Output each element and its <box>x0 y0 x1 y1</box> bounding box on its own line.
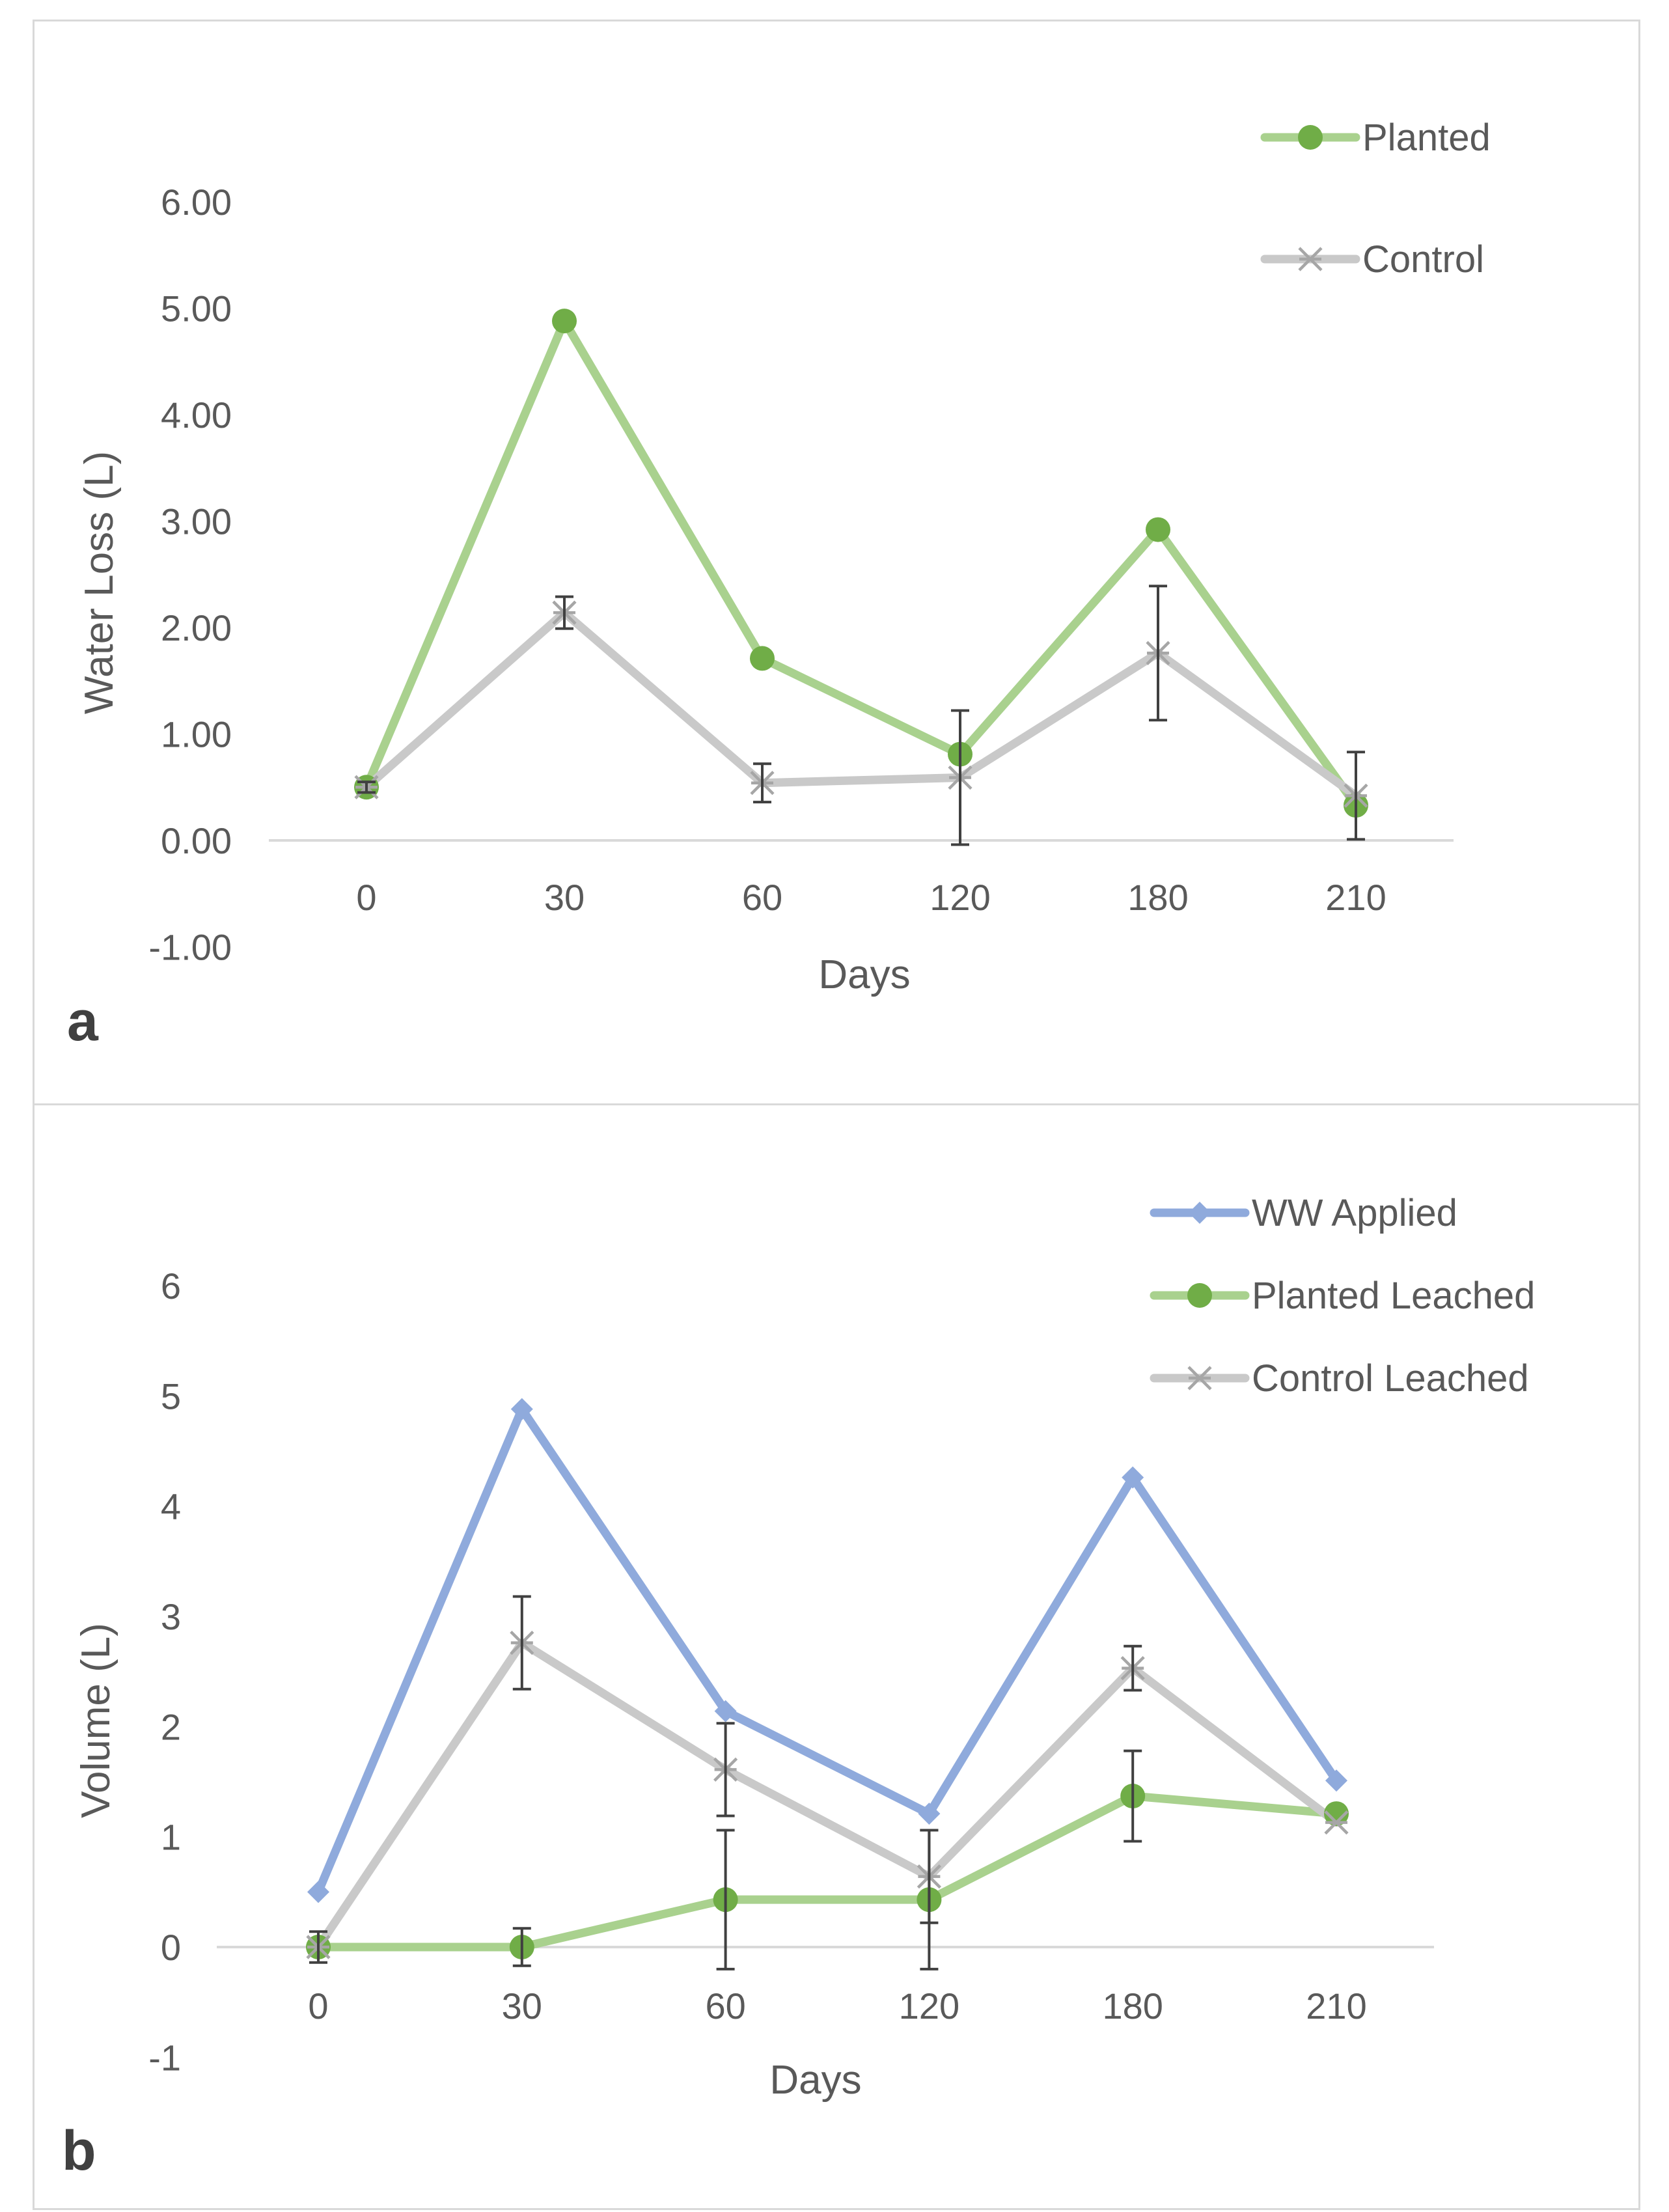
y-tick-label: -1 <box>148 2037 181 2078</box>
data-point-control-leached <box>1324 1810 1349 1835</box>
y-axis-title: Water Loss (L) <box>77 451 122 714</box>
x-tick-label: 180 <box>1127 877 1188 918</box>
series-line-control <box>362 608 1360 800</box>
error-bar-planted-leached <box>716 1829 735 1970</box>
x-tick-label: 210 <box>1306 1985 1366 2026</box>
error-bar-control <box>951 709 969 846</box>
x-tick-label: 180 <box>1102 1985 1163 2026</box>
error-bar-control <box>357 781 376 794</box>
data-point-ww-applied <box>307 1881 329 1903</box>
error-bar-control-leached <box>920 1829 939 1924</box>
y-tick-label: 2 <box>161 1706 181 1747</box>
y-tick-label: -1.00 <box>148 927 232 968</box>
x-tick-label: 210 <box>1325 877 1386 918</box>
legend-marker-planted <box>1298 125 1323 150</box>
error-bar-control <box>1347 751 1365 841</box>
legend-label-planted: Planted <box>1362 117 1491 159</box>
y-tick-label: 6 <box>161 1265 181 1306</box>
error-bar-planted-leached <box>512 1927 531 1967</box>
legend-label-planted-leached: Planted Leached <box>1252 1275 1535 1317</box>
data-point-planted-leached <box>1324 1801 1349 1827</box>
error-bar-control <box>753 762 771 804</box>
x-tick-label: 60 <box>705 1985 745 2026</box>
x-axis-title: Days <box>769 2058 861 2103</box>
error-bar-planted-leached <box>1124 1749 1142 1843</box>
y-tick-label: 6.00 <box>161 182 232 223</box>
error-bar-control-leached <box>309 1930 327 1964</box>
panel-label: a <box>67 990 99 1053</box>
chart-panel-b: -1 0 1 2 3 4 5 6 0 30 60 120 180 210 Days Volume (L) WW … <box>33 1103 1640 2210</box>
data-point-planted <box>552 309 577 334</box>
x-tick-label: 120 <box>899 1985 959 2026</box>
x-tick-label: 30 <box>502 1985 542 2026</box>
data-point-planted <box>1146 517 1170 542</box>
y-tick-label: 1 <box>161 1817 181 1858</box>
x-tick-label: 0 <box>308 1985 328 2026</box>
y-tick-label: 4.00 <box>161 394 232 435</box>
error-bar-control <box>555 595 573 630</box>
series-line-control-leached <box>314 1638 1341 1952</box>
data-point-ww-applied <box>510 1398 533 1420</box>
legend-marker-ww-applied <box>1189 1202 1211 1224</box>
legend-marker-control-leached <box>1187 1366 1212 1390</box>
error-bar-control <box>1149 585 1167 722</box>
data-point-ww-applied <box>918 1803 941 1825</box>
y-tick-label: 2.00 <box>161 607 232 648</box>
series-line-planted-leached <box>314 1791 1341 1952</box>
data-point-ww-applied <box>1122 1466 1144 1489</box>
error-bar-control-leached <box>512 1595 531 1691</box>
x-tick-label: 30 <box>544 877 585 918</box>
legend-label-ww-applied: WW Applied <box>1252 1192 1457 1234</box>
y-tick-label: 1.00 <box>161 714 232 755</box>
data-point-ww-applied <box>1325 1769 1347 1792</box>
series-line-planted <box>362 316 1360 810</box>
y-tick-label: 0.00 <box>161 820 232 861</box>
y-axis-title: Volume (L) <box>74 1623 118 1818</box>
y-tick-label: 0 <box>161 1927 181 1968</box>
x-axis-title: Days <box>818 952 910 997</box>
chart-panel-a: -1.00 0.00 1.00 2.00 3.00 4.00 5.00 6.00 0 30 60 12… <box>33 20 1640 1105</box>
error-bar-control-leached <box>1124 1644 1142 1692</box>
chart-a-svg: -1.00 0.00 1.00 2.00 3.00 4.00 5.00 6.00 0 30 60 12… <box>67 117 1491 1053</box>
y-tick-label: 5 <box>161 1376 181 1417</box>
data-point-ww-applied <box>714 1700 737 1722</box>
y-tick-label: 3.00 <box>161 501 232 542</box>
y-tick-label: 5.00 <box>161 288 232 329</box>
legend-label-control: Control <box>1362 238 1484 281</box>
y-tick-label: 4 <box>161 1486 181 1527</box>
legend-marker-control <box>1298 247 1323 271</box>
series-line-ww-applied <box>314 1405 1341 1896</box>
y-tick-label: 3 <box>161 1596 181 1637</box>
x-tick-label: 0 <box>356 877 376 918</box>
data-point-planted <box>750 646 775 671</box>
x-tick-label: 60 <box>742 877 782 918</box>
legend-label-control-leached: Control Leached <box>1252 1357 1529 1400</box>
x-tick-label: 120 <box>930 877 990 918</box>
error-bar-control-leached <box>716 1722 735 1818</box>
legend-marker-planted-leached <box>1187 1283 1212 1308</box>
panel-label: b <box>62 2120 96 2182</box>
